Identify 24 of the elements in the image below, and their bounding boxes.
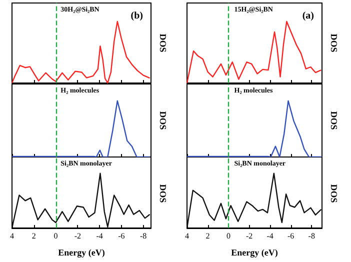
x-tick-label: -4 bbox=[96, 232, 103, 240]
x-tick-label: -2 bbox=[246, 232, 253, 240]
chart-title: (b) bbox=[130, 10, 144, 22]
x-tick-label: -6 bbox=[118, 232, 125, 240]
x-tick-label: -8 bbox=[140, 232, 147, 240]
x-tick-label: 4 bbox=[10, 232, 14, 240]
x-tick-label: 2 bbox=[32, 232, 36, 240]
x-tick-label: -6 bbox=[288, 232, 294, 240]
x-tick-label: -4 bbox=[266, 232, 274, 240]
y-axis-title: DOS bbox=[158, 34, 168, 52]
x-axis-title: Energy (eV) bbox=[58, 248, 105, 258]
y-axis-title: DOS bbox=[329, 184, 339, 203]
x-tick-label: 0 bbox=[54, 232, 58, 240]
x-tick-label: 4 bbox=[185, 232, 189, 240]
y-axis-title: DOS bbox=[158, 184, 168, 203]
x-tick-label: 0 bbox=[226, 232, 231, 240]
chart-title: (a) bbox=[302, 10, 314, 22]
x-tick-label: -2 bbox=[74, 232, 82, 240]
x-tick-label: -8 bbox=[308, 232, 315, 240]
x-tick-label: 2 bbox=[206, 232, 210, 240]
y-axis-title: DOS bbox=[329, 34, 339, 52]
y-axis-title: DOS bbox=[158, 111, 168, 130]
y-axis-title: DOS bbox=[329, 111, 339, 130]
x-axis-title: Energy (eV) bbox=[231, 248, 278, 258]
